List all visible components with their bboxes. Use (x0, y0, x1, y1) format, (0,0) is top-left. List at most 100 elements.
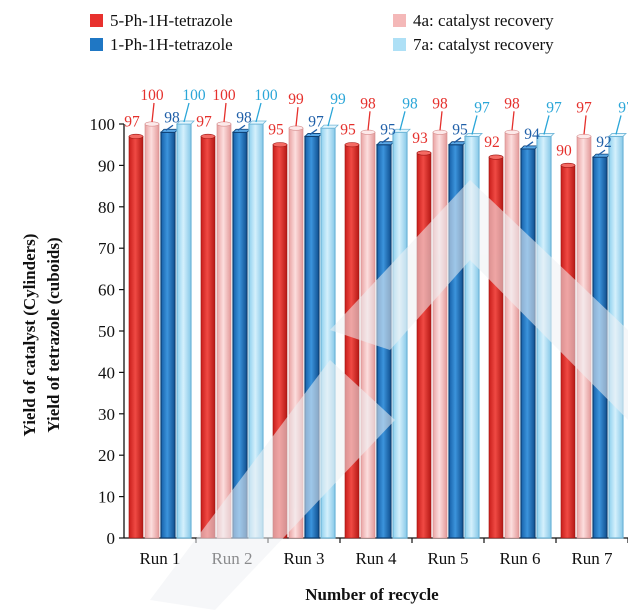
legend-swatch-4a-catalyst-recovery (393, 14, 406, 27)
bar-4a-catalyst-recovery-run-6 (504, 129, 520, 539)
bar-body (128, 136, 144, 539)
leader-line-4a-catalyst-recovery-run-2 (223, 102, 227, 123)
x-tick-label-run-1: Run 1 (139, 549, 180, 568)
bar-top (592, 153, 611, 158)
y-tick-label-0: 0 (107, 529, 116, 548)
bar-top (448, 141, 467, 146)
bar-top (392, 128, 411, 133)
data-label-4a-catalyst-recovery-run-6: 98 (504, 95, 520, 112)
data-label-5-ph-1h-tetrazole-run-2: 97 (196, 113, 212, 130)
x-tick-label-run-6: Run 6 (499, 549, 540, 568)
y-axis-title-tetrazole: Yield of tetrazole (cuboids) (44, 237, 63, 432)
bar-top (416, 150, 432, 156)
bar-top (248, 120, 267, 125)
bar-top (176, 120, 195, 125)
data-label-1-ph-1h-tetrazole-run-7: 92 (596, 134, 612, 151)
bar-body (520, 148, 536, 539)
data-label-4a-catalyst-recovery-run-1: 100 (140, 87, 164, 104)
watermark-stroke-left (150, 360, 395, 610)
y-tick-label-100: 100 (90, 115, 116, 134)
watermark (150, 180, 628, 610)
data-label-5-ph-1h-tetrazole-run-7: 90 (556, 142, 572, 159)
bar-body (504, 131, 520, 539)
data-label-5-ph-1h-tetrazole-run-6: 92 (484, 134, 500, 151)
leader-line-4a-catalyst-recovery-run-6 (511, 111, 515, 131)
data-label-4a-catalyst-recovery-run-2: 100 (212, 87, 236, 104)
x-tick-label-run-7: Run 7 (571, 549, 613, 568)
legend-swatch-1-ph-1h-tetrazole (90, 38, 103, 51)
data-label-5-ph-1h-tetrazole-run-4: 95 (340, 122, 356, 139)
data-label-1-ph-1h-tetrazole-run-3: 97 (308, 113, 324, 130)
bar-top (536, 133, 555, 137)
x-tick-label-run-4: Run 4 (355, 549, 397, 568)
leader-line-1-ph-1h-tetrazole-run-7 (597, 149, 606, 156)
leader-line-1-ph-1h-tetrazole-run-2 (237, 124, 246, 131)
bar-top (200, 133, 216, 139)
y-tick-label-10: 10 (98, 488, 115, 507)
y-ticks: 0 10 20 30 40 50 60 70 80 90 100 (90, 115, 124, 548)
bar-body (144, 123, 160, 539)
bar-5-ph-1h-tetrazole-run-1 (128, 133, 144, 539)
bar-top (576, 133, 592, 139)
data-label-7a-catalyst-recovery-run-5: 97 (474, 99, 490, 116)
legend-label-7a-catalyst-recovery: 7a: catalyst recovery (413, 35, 554, 54)
leader-line-1-ph-1h-tetrazole-run-6 (525, 141, 534, 148)
y-tick-label-80: 80 (98, 198, 115, 217)
legend-swatch-7a-catalyst-recovery (393, 38, 406, 51)
leader-line-4a-catalyst-recovery-run-7 (583, 115, 587, 135)
bar-4a-catalyst-recovery-run-1 (144, 121, 160, 539)
y-tick-label-50: 50 (98, 322, 115, 341)
leader-line-7a-catalyst-recovery-run-4 (399, 111, 406, 131)
x-tick-label-run-3: Run 3 (283, 549, 324, 568)
bar-7a-catalyst-recovery-run-1 (176, 120, 195, 539)
leader-line-4a-catalyst-recovery-run-1 (151, 102, 155, 123)
bar-top (488, 154, 504, 160)
data-label-7a-catalyst-recovery-run-4: 98 (402, 95, 418, 112)
data-label-7a-catalyst-recovery-run-2: 100 (254, 87, 278, 104)
bar-body (200, 136, 216, 539)
bar-top (128, 133, 144, 139)
leader-line-7a-catalyst-recovery-run-6 (543, 115, 550, 135)
data-label-1-ph-1h-tetrazole-run-1: 98 (164, 109, 180, 126)
bar-5-ph-1h-tetrazole-run-2 (200, 133, 216, 539)
legend-item-7a-catalyst-recovery: 7a: catalyst recovery (393, 35, 554, 54)
legend-label-4a-catalyst-recovery: 4a: catalyst recovery (413, 11, 554, 30)
watermark-stroke-right (330, 180, 628, 420)
leader-line-4a-catalyst-recovery-run-5 (439, 111, 443, 131)
bar-4a-catalyst-recovery-run-5 (432, 129, 448, 539)
bar-top (272, 142, 288, 148)
bar-body (344, 144, 360, 539)
y-tick-label-90: 90 (98, 156, 115, 175)
y-tick-label-60: 60 (98, 281, 115, 300)
data-label-7a-catalyst-recovery-run-1: 100 (182, 87, 206, 104)
data-label-1-ph-1h-tetrazole-run-4: 95 (380, 122, 396, 139)
y-tick-label-40: 40 (98, 363, 115, 382)
leader-line-4a-catalyst-recovery-run-3 (295, 107, 299, 127)
leader-line-7a-catalyst-recovery-run-7 (615, 115, 622, 135)
bar-top (160, 128, 179, 133)
bar-top (520, 145, 539, 150)
x-tick-label-run-5: Run 5 (427, 549, 468, 568)
leader-line-4a-catalyst-recovery-run-4 (367, 111, 371, 131)
legend: 5-Ph-1H-tetrazole 4a: catalyst recovery … (90, 11, 554, 54)
bars (128, 120, 627, 539)
leader-line-1-ph-1h-tetrazole-run-5 (453, 137, 462, 144)
legend-swatch-5-ph-1h-tetrazole (90, 14, 103, 27)
bar-top (376, 141, 395, 146)
x-axis-title: Number of recycle (305, 585, 439, 604)
data-label-1-ph-1h-tetrazole-run-5: 95 (452, 122, 468, 139)
bar-4a-catalyst-recovery-run-2 (216, 121, 232, 539)
leader-line-1-ph-1h-tetrazole-run-3 (309, 128, 318, 135)
leader-line-1-ph-1h-tetrazole-run-1 (165, 124, 174, 131)
bar-1-ph-1h-tetrazole-run-6 (520, 145, 539, 539)
data-label-5-ph-1h-tetrazole-run-5: 93 (412, 130, 428, 147)
bar-top (504, 129, 520, 135)
data-label-1-ph-1h-tetrazole-run-2: 98 (236, 109, 252, 126)
data-label-4a-catalyst-recovery-run-4: 98 (360, 95, 376, 112)
leader-line-7a-catalyst-recovery-run-2 (255, 102, 262, 123)
legend-item-1-ph-1h-tetrazole: 1-Ph-1H-tetrazole (90, 35, 233, 54)
bar-top (432, 129, 448, 135)
y-axis-title-catalyst: Yield of catalyst (Cylinders) (20, 234, 39, 437)
bar-5-ph-1h-tetrazole-run-4 (344, 142, 360, 539)
bar-top (232, 128, 251, 133)
